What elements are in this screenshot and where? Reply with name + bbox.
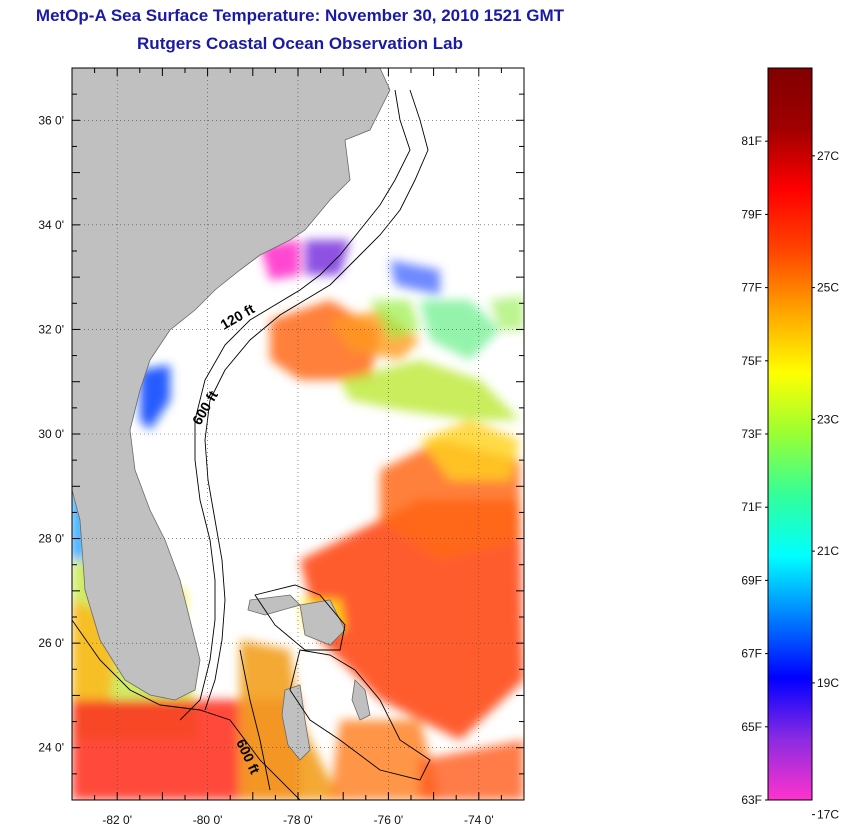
lat-tick-label: 36 0' [38,113,64,127]
bahamas-eleuthera [351,679,371,721]
lat-tick-label: 26 0' [38,636,64,650]
lon-tick-label: -76 0' [374,813,404,827]
colorbar-c-label: 17C [817,808,839,822]
colorbar-f-label: 67F [741,647,762,661]
bathymetry-contours [72,89,431,800]
sst-patches [72,240,524,800]
colorbar-gradient [767,67,813,801]
land-masses [72,68,391,761]
lat-tick-label: 28 0' [38,532,64,546]
lat-tick-label: 24 0' [38,741,64,755]
colorbar-f-label: 73F [741,427,762,441]
lon-tick-label: -82 0' [102,813,132,827]
lon-tick-label: -80 0' [193,813,223,827]
colorbar-c-label: 23C [817,412,839,426]
colorbar-f-label: 75F [741,354,762,368]
longitude-labels: -82 0' -80 0' -78 0' -76 0' -74 0' [102,813,493,827]
colorbar-c-label: 19C [817,676,839,690]
map-title: MetOp-A Sea Surface Temperature: Novembe… [35,6,565,25]
lat-tick-label: 34 0' [38,218,64,232]
temperature-colorbar: 81F 79F 77F 75F 73F 71F 69F 67F 65F 63F 27C 25C 23C… [741,67,839,822]
colorbar-c-label: 27C [817,149,839,163]
lat-tick-label: 30 0' [38,427,64,441]
colorbar-f-label: 81F [741,134,762,148]
latitude-labels: 36 0' 34 0' 32 0' 30 0' 28 0' 26 0' 24 0' [38,113,64,754]
lon-tick-label: -78 0' [283,813,313,827]
colorbar-c-label: 25C [817,281,839,295]
grid-lines [72,68,524,800]
colorbar-f-label: 71F [741,500,762,514]
colorbar-celsius-labels: 27C 25C 23C 21C 19C 17C [812,149,839,822]
colorbar-f-label: 65F [741,720,762,734]
bahamas-grand [247,594,301,616]
axis-ticks [72,68,524,800]
colorbar-f-label: 69F [741,573,762,587]
colorbar-fahrenheit-labels: 81F 79F 77F 75F 73F 71F 69F 67F 65F 63F [741,134,768,807]
bahamas-andros [281,684,311,761]
lon-tick-label: -74 0' [464,813,494,827]
colorbar-f-label: 77F [741,281,762,295]
colorbar-f-label: 79F [741,207,762,221]
lat-tick-label: 32 0' [38,322,64,336]
colorbar-c-label: 21C [817,544,839,558]
colorbar-f-label: 63F [741,793,762,807]
sst-map: 36 0' 34 0' 32 0' 30 0' 28 0' 26 0' 24 0' -82 … [38,67,525,827]
map-subtitle: Rutgers Coastal Ocean Observation Lab [137,34,463,53]
us-mainland [72,68,391,701]
